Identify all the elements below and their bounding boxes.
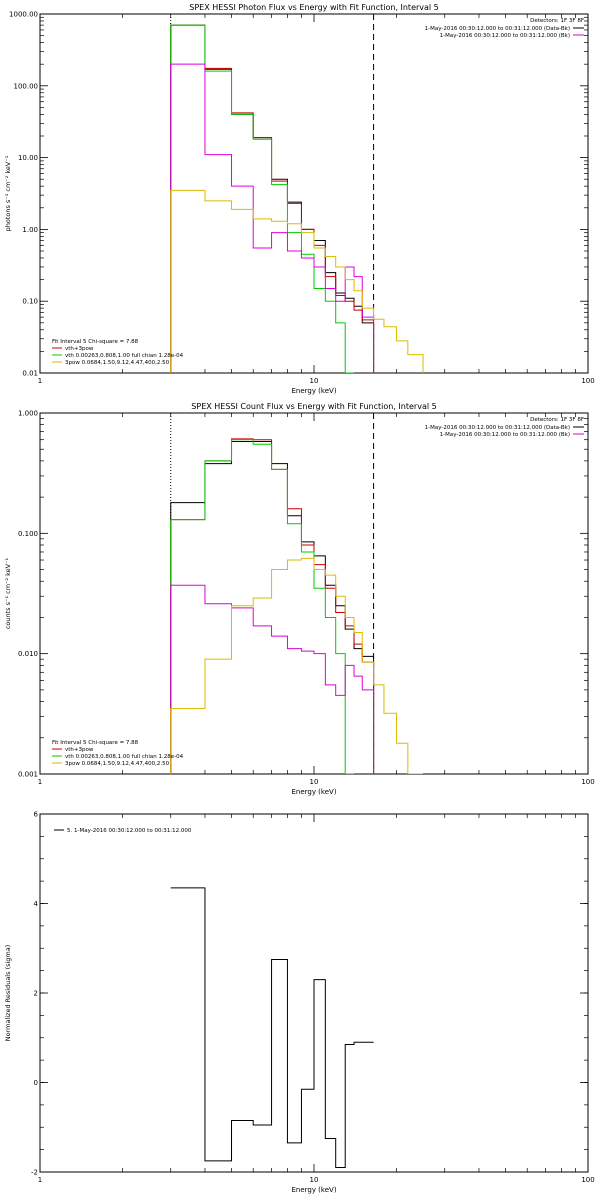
legend-item: 3pow 0.0684,1.50,9.12,4.47,400,2.50 — [65, 360, 170, 366]
x-axis-label: Energy (keV) — [291, 1186, 336, 1194]
x-tick-label: 1 — [38, 1176, 42, 1184]
series-line-3 — [170, 24, 355, 373]
series-line-4 — [170, 63, 375, 373]
x-tick-label: 100 — [581, 778, 594, 786]
series-line-2 — [170, 24, 375, 373]
y-tick-label: 0 — [34, 1079, 38, 1087]
plot-frame — [39, 412, 589, 775]
series-line-1 — [170, 440, 375, 774]
y-tick-label: 1.000 — [18, 410, 38, 418]
header-detectors: Detectors: 1F 3F 8F — [530, 18, 584, 24]
x-tick-label: 1 — [38, 778, 42, 786]
y-tick-label: 1000.00 — [9, 11, 38, 19]
chart-panel-3: 1 10 100 -2 0 2 4 6 Energy (keV) Normalized Resid… — [4, 811, 595, 1195]
series-line-3 — [170, 439, 355, 774]
legend-item: vth+3pow — [65, 747, 94, 753]
series-line-5 — [170, 189, 424, 373]
chart-title: SPEX HESSI Count Flux vs Energy with Fit… — [191, 402, 436, 411]
series-group — [170, 24, 424, 373]
x-tick-label: 10 — [310, 778, 319, 786]
y-axis-label: counts s⁻¹ cm⁻² keV⁻¹ — [4, 557, 12, 629]
legend-item: vth 0.00263,0.808,1.00 full chian 1.28e-… — [65, 754, 184, 760]
header-line-text: 1-May-2016 00:30:12.000 to 00:31:12.000 … — [440, 33, 570, 39]
y-tick-label: 0.01 — [22, 370, 38, 378]
x-tick-label: 100 — [581, 377, 594, 385]
series-line-1 — [170, 24, 375, 373]
series-line-5 — [170, 557, 424, 774]
x-tick-label: 10 — [310, 1176, 319, 1184]
series-group — [170, 887, 374, 1169]
x-axis-label: Energy (keV) — [291, 788, 336, 796]
legend-title: Fit Interval 5 Chi-square = 7.88 — [52, 740, 139, 746]
x-tick-label: 10 — [310, 377, 319, 385]
y-tick-label: 6 — [34, 811, 39, 819]
series-line-4 — [170, 584, 375, 774]
chart-panel-2: SPEX HESSI Count Flux vs Energy with Fit… — [4, 402, 595, 796]
y-tick-label: 10.00 — [18, 154, 38, 162]
y-tick-label: -2 — [31, 1169, 38, 1177]
legend-item: 3pow 0.0684,1.50,9.12,4.47,400,2.50 — [65, 761, 170, 767]
y-tick-label: 0.010 — [18, 650, 38, 658]
y-axis-label: Normalized Residuals (sigma) — [4, 945, 12, 1042]
y-tick-label: 100.00 — [14, 82, 39, 90]
y-axis-label: photons s⁻¹ cm⁻² keV⁻¹ — [4, 155, 12, 231]
series-group — [170, 438, 424, 774]
y-tick-label: 1.00 — [22, 226, 38, 234]
x-tick-label: 100 — [581, 1176, 594, 1184]
y-tick-label: 0.001 — [18, 771, 38, 779]
chart-title: SPEX HESSI Photon Flux vs Energy with Fi… — [189, 3, 439, 12]
legend-item: vth+3pow — [65, 346, 94, 352]
x-tick-label: 1 — [38, 377, 42, 385]
x-axis-label: Energy (keV) — [291, 387, 336, 395]
plot-frame — [39, 13, 589, 374]
series-line-1 — [170, 887, 374, 1169]
chart-panel-1: SPEX HESSI Photon Flux vs Energy with Fi… — [4, 3, 595, 395]
header-line-text: 1-May-2016 00:30:12.000 to 00:31:12.000 … — [425, 26, 570, 32]
y-tick-label: 0.100 — [18, 530, 38, 538]
y-tick-label: 2 — [34, 990, 38, 998]
header-line-text: 1-May-2016 00:30:12.000 to 00:31:12.000 … — [440, 432, 570, 438]
legend-title: Fit Interval 5 Chi-square = 7.88 — [52, 339, 139, 345]
y-tick-label: 0.10 — [22, 298, 38, 306]
legend-item: 5. 1-May-2016 00:30:12.000 to 00:31:12.0… — [67, 828, 192, 834]
legend-item: vth 0.00263,0.808,1.00 full chian 1.28e-… — [65, 353, 184, 359]
series-line-2 — [170, 438, 375, 774]
header-detectors: Detectors: 1F 3F 8F — [530, 417, 584, 423]
header-line-text: 1-May-2016 00:30:12.000 to 00:31:12.000 … — [425, 425, 570, 431]
y-tick-label: 4 — [34, 900, 39, 908]
